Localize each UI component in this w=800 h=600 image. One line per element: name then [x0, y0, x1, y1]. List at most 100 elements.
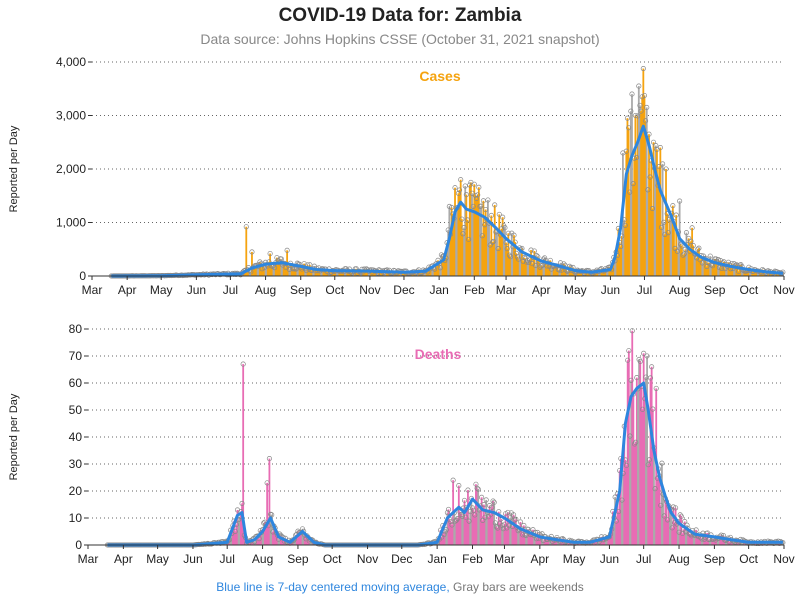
deaths-point — [463, 514, 469, 520]
cases-bar — [506, 248, 509, 276]
cases-point — [688, 238, 694, 244]
deaths-bar — [309, 539, 312, 545]
cases-bar — [548, 266, 551, 276]
deaths-bar — [663, 515, 666, 545]
cases-point — [504, 246, 510, 252]
deaths-point — [641, 350, 647, 356]
deaths-bar — [465, 507, 468, 545]
cases-bar — [558, 270, 561, 276]
cases-xtick-label: Nov — [359, 283, 380, 297]
cases-bar — [614, 260, 616, 276]
cases-bar — [718, 267, 721, 276]
deaths-point — [240, 361, 246, 367]
cases-bar — [315, 268, 318, 276]
deaths-bar — [624, 459, 627, 545]
deaths-xtick-label: Apr — [530, 552, 549, 566]
cases-point — [478, 203, 484, 209]
deaths-bar — [274, 528, 277, 545]
cases-bar — [496, 231, 498, 276]
deaths-bar — [276, 535, 279, 545]
cases-bar — [552, 266, 555, 276]
deaths-bar — [512, 514, 515, 545]
deaths-point — [465, 487, 471, 493]
deaths-bar — [666, 519, 669, 545]
deaths-point — [456, 483, 462, 489]
cases-bar — [418, 272, 421, 276]
deaths-xtick-label: Aug — [668, 552, 689, 566]
cases-bar — [255, 265, 258, 276]
cases-bar — [391, 272, 394, 276]
deaths-point — [264, 480, 270, 486]
deaths-bar — [463, 500, 466, 545]
cases-bar — [521, 248, 523, 276]
cases-bar — [669, 216, 672, 276]
cases-bar — [504, 227, 506, 276]
cases-bar — [603, 270, 606, 276]
cases-ytick-label: 3,000 — [56, 109, 86, 123]
cases-bar — [611, 262, 614, 276]
deaths-bar — [781, 542, 784, 545]
deaths-bar — [546, 539, 549, 545]
cases-point — [483, 206, 489, 213]
cases-point — [665, 230, 671, 236]
deaths-point — [653, 385, 659, 391]
cases-bar — [446, 242, 448, 276]
cases-xtick-label: Sep — [290, 283, 312, 297]
cases-bar — [336, 270, 338, 276]
cases-bar — [659, 147, 662, 276]
deaths-bar — [235, 524, 238, 545]
cases-bar — [681, 246, 683, 276]
cases-bar — [421, 272, 424, 276]
cases-bar — [663, 234, 666, 276]
deaths-point — [490, 498, 496, 504]
deaths-point — [493, 524, 500, 530]
cases-point — [489, 239, 496, 245]
deaths-point — [629, 328, 635, 334]
deaths-bar — [444, 531, 447, 545]
deaths-bar — [253, 541, 256, 545]
deaths-bar — [667, 505, 670, 545]
cases-bar — [661, 163, 664, 276]
cases-bar — [498, 214, 501, 276]
deaths-bar — [534, 532, 537, 545]
deaths-point — [495, 525, 501, 531]
cases-bar — [644, 120, 647, 276]
deaths-bar — [541, 533, 544, 545]
cases-bar — [618, 242, 621, 276]
cases-bar — [501, 217, 504, 276]
cases-bar — [370, 269, 372, 276]
cases-point — [683, 230, 689, 236]
cases-point — [538, 263, 544, 269]
deaths-bar — [676, 521, 679, 545]
cases-xtick-label: May — [564, 283, 587, 297]
cases-bar — [430, 266, 433, 276]
deaths-bar — [271, 531, 274, 545]
cases-point — [455, 190, 461, 196]
cases-xtick-label: Aug — [669, 283, 690, 297]
cases-bar — [467, 239, 470, 276]
deaths-bar — [657, 469, 660, 545]
cases-bar — [729, 268, 732, 276]
deaths-bar — [472, 510, 475, 545]
cases-bar — [753, 269, 756, 276]
deaths-bar — [301, 528, 304, 545]
cases-bar — [525, 262, 528, 276]
deaths-xtick-label: Nov — [773, 552, 794, 566]
cases-bar — [465, 194, 468, 276]
deaths-bar — [242, 364, 245, 545]
cases-point — [513, 250, 519, 256]
deaths-bar — [703, 539, 706, 545]
cases-bar — [658, 166, 661, 276]
deaths-bar — [615, 521, 618, 545]
cases-bar — [648, 134, 650, 276]
cases-bar — [277, 260, 279, 276]
cases-bar — [635, 157, 638, 276]
cases-bar — [631, 94, 633, 276]
deaths-point — [266, 456, 272, 462]
deaths-point — [489, 504, 495, 510]
deaths-bar — [516, 527, 518, 545]
deaths-bar — [243, 535, 246, 545]
deaths-bar — [305, 538, 307, 545]
deaths-bar — [514, 519, 517, 545]
cases-bar — [463, 227, 465, 276]
